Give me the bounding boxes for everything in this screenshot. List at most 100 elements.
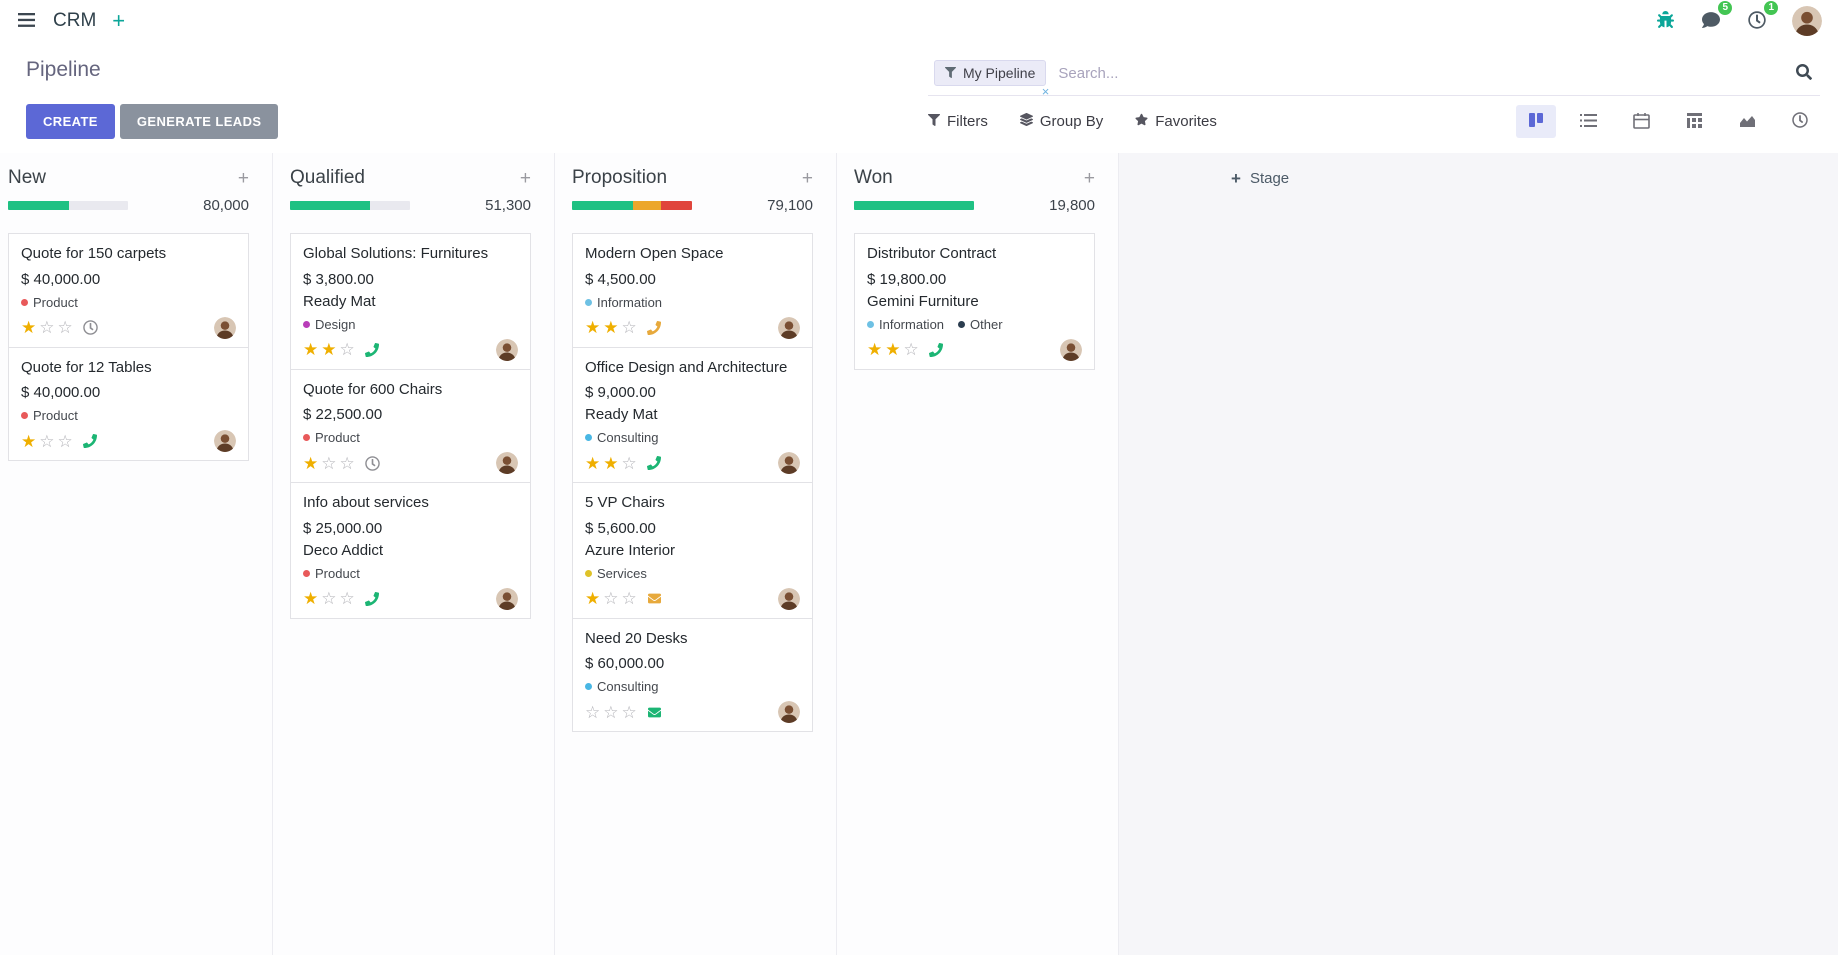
search-submit-button[interactable] (1796, 63, 1812, 83)
quick-create-button[interactable]: + (520, 169, 531, 188)
generate-leads-button[interactable]: GENERATE LEADS (119, 104, 279, 139)
search-options-row: Filters Group By Favorites (928, 105, 1820, 139)
view-pivot-button[interactable] (1674, 105, 1715, 139)
quick-create-button[interactable]: + (238, 169, 249, 188)
card-title: Office Design and Architecture (585, 358, 788, 376)
priority-stars[interactable]: ★ ★ ☆ (585, 453, 637, 473)
navbar-right: 5 1 (1655, 0, 1822, 36)
card-title: Global Solutions: Furnitures (303, 245, 489, 262)
activity-envelope-icon[interactable] (647, 706, 662, 719)
activity-envelope-icon[interactable] (647, 592, 662, 605)
salesperson-avatar[interactable] (778, 701, 800, 723)
quick-create-button[interactable]: + (802, 169, 813, 188)
priority-stars[interactable]: ★ ★ ☆ (303, 340, 355, 359)
kanban-card[interactable]: Modern Open Space $ 4,500.00 Information… (572, 233, 813, 348)
column-header: Proposition + (572, 167, 813, 189)
tag-color-dot (303, 320, 310, 328)
kanban-card[interactable]: Quote for 12 Tables $ 40,000.00 Product … (8, 346, 249, 461)
priority-stars[interactable]: ★ ★ ☆ (867, 340, 919, 359)
debug-bug-button[interactable] (1655, 9, 1676, 33)
salesperson-avatar[interactable] (496, 452, 518, 474)
search-facet-my-pipeline[interactable]: My Pipeline × (934, 60, 1049, 98)
activity-phone-icon[interactable] (82, 434, 97, 448)
quick-create-button[interactable]: + (1084, 169, 1095, 188)
view-list-button[interactable] (1568, 106, 1609, 138)
activity-phone-icon[interactable] (646, 320, 661, 335)
salesperson-avatar[interactable] (214, 316, 236, 339)
view-activity-button[interactable] (1780, 105, 1820, 138)
add-menu-button[interactable]: + (112, 10, 125, 32)
filters-button[interactable]: Filters (928, 107, 988, 136)
priority-stars[interactable]: ★ ☆ ☆ (21, 431, 73, 451)
pivot-table-icon (1686, 112, 1703, 132)
salesperson-avatar[interactable] (778, 316, 800, 339)
card-footer: ★ ☆ ☆ (585, 587, 800, 610)
priority-stars[interactable]: ★ ☆ ☆ (21, 318, 73, 337)
card-footer: ★ ★ ☆ (867, 338, 1082, 361)
priority-stars[interactable]: ★ ★ ☆ (585, 318, 637, 337)
kanban-card[interactable]: Distributor Contract $ 19,800.00 Gemini … (854, 233, 1095, 370)
activity-phone-icon[interactable] (928, 342, 943, 357)
kanban-card[interactable]: Need 20 Desks $ 60,000.00 Consulting ☆ ☆ ☆ (572, 617, 813, 732)
filters-label: Filters (947, 113, 988, 130)
group-by-button[interactable]: Group By (1019, 107, 1103, 136)
priority-stars[interactable]: ☆ ☆ ☆ (585, 702, 637, 722)
plus-icon: + (801, 167, 813, 189)
salesperson-avatar[interactable] (1060, 338, 1082, 361)
priority-stars[interactable]: ★ ☆ ☆ (303, 589, 355, 608)
salesperson-avatar[interactable] (778, 452, 800, 474)
column-progressbar[interactable] (290, 201, 410, 210)
search-input[interactable] (1058, 64, 1784, 82)
card-amount: $ 4,500.00 (585, 270, 656, 288)
kanban-card[interactable]: 5 VP Chairs $ 5,600.00 Azure Interior Se… (572, 482, 813, 619)
kanban-card[interactable]: Info about services $ 25,000.00 Deco Add… (290, 482, 531, 619)
user-avatar[interactable] (1792, 6, 1822, 36)
card-amount: $ 40,000.00 (21, 270, 101, 288)
salesperson-avatar[interactable] (214, 430, 236, 452)
salesperson-avatar[interactable] (496, 338, 518, 361)
messages-button[interactable]: 5 (1700, 0, 1732, 34)
card-tags: Consulting (585, 430, 800, 445)
tag-color-dot (585, 683, 592, 690)
column-progressbar[interactable] (854, 201, 974, 210)
view-kanban-button[interactable] (1516, 105, 1556, 138)
list-view-icon (1580, 113, 1597, 131)
chat-bubble-icon (1702, 11, 1720, 32)
view-calendar-button[interactable] (1621, 105, 1662, 139)
calendar-icon (1633, 112, 1650, 132)
activity-phone-icon[interactable] (364, 342, 379, 357)
kanban-card[interactable]: Global Solutions: Furnitures $ 3,800.00 … (290, 233, 531, 370)
priority-stars[interactable]: ★ ☆ ☆ (303, 453, 355, 473)
hamburger-icon (18, 12, 35, 30)
kanban-card[interactable]: Quote for 150 carpets $ 40,000.00 Produc… (8, 233, 249, 348)
column-progressbar[interactable] (572, 201, 692, 210)
activity-phone-icon[interactable] (364, 591, 379, 606)
favorites-button[interactable]: Favorites (1135, 107, 1217, 136)
add-stage-button[interactable]: + Stage (1231, 170, 1289, 187)
kanban-column-proposition: Proposition + 79,100 Modern Open Space $… (555, 153, 837, 955)
card-footer: ★ ★ ☆ (585, 452, 800, 474)
column-progressbar[interactable] (8, 201, 128, 210)
activity-clock-icon[interactable] (364, 455, 380, 471)
activities-button[interactable]: 1 (1746, 0, 1778, 34)
priority-stars[interactable]: ★ ☆ ☆ (585, 589, 637, 608)
kanban-card[interactable]: Office Design and Architecture $ 9,000.0… (572, 346, 813, 483)
card-title: Modern Open Space (585, 245, 724, 262)
facet-remove-button[interactable]: × (1041, 84, 1050, 99)
apps-menu-button[interactable] (16, 11, 37, 32)
view-graph-button[interactable] (1727, 105, 1768, 139)
create-button[interactable]: CREATE (26, 104, 115, 139)
kanban-card[interactable]: Quote for 600 Chairs $ 22,500.00 Product… (290, 368, 531, 483)
activities-badge: 1 (1764, 0, 1778, 15)
salesperson-avatar[interactable] (496, 587, 518, 610)
app-name[interactable]: CRM (53, 10, 97, 31)
search-bar[interactable]: My Pipeline × (928, 58, 1820, 98)
activity-clock-icon[interactable] (82, 320, 98, 335)
filter-funnel-icon (928, 113, 940, 130)
activity-phone-icon[interactable] (646, 456, 661, 470)
salesperson-avatar[interactable] (778, 587, 800, 610)
card-title: Distributor Contract (867, 245, 997, 262)
card-footer: ★ ★ ☆ (303, 338, 518, 361)
card-footer: ★ ☆ ☆ (21, 316, 236, 339)
card-footer: ★ ☆ ☆ (21, 430, 236, 452)
